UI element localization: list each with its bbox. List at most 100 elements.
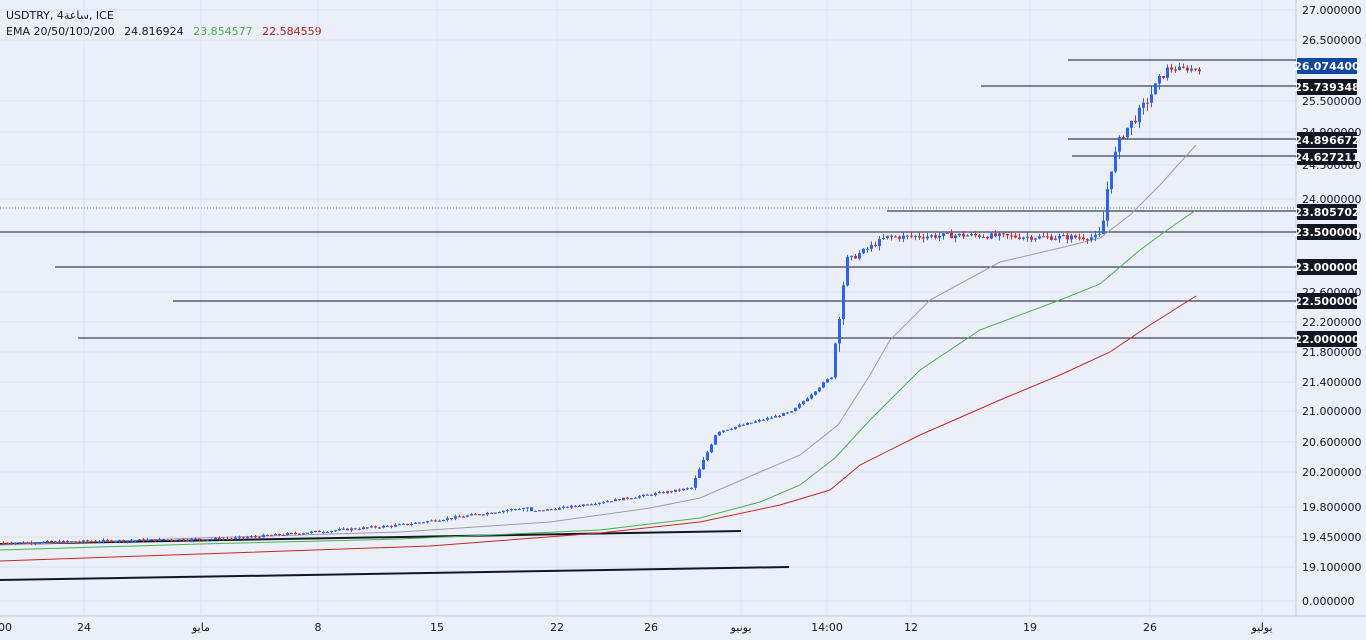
candle-body xyxy=(874,244,877,247)
candle-body xyxy=(930,235,933,237)
candle-body xyxy=(150,539,153,541)
candle-body xyxy=(346,528,349,531)
y-tick-label: 22.200000 xyxy=(1302,316,1362,329)
candle-body xyxy=(538,510,541,512)
candle-body xyxy=(34,543,37,545)
candle-body xyxy=(966,235,969,237)
candle-body xyxy=(942,233,945,236)
candle-body xyxy=(998,233,1001,237)
candle-body xyxy=(610,501,613,503)
candle-body xyxy=(506,510,509,512)
candle-body xyxy=(1022,237,1025,239)
candle-body xyxy=(586,504,589,506)
candle-body xyxy=(282,534,285,536)
candle-body xyxy=(886,235,889,239)
candle-body xyxy=(810,394,813,399)
candle-body xyxy=(894,236,897,238)
candle-body xyxy=(234,537,237,539)
candle-body xyxy=(502,510,505,513)
candle-body xyxy=(514,509,517,511)
candle-body xyxy=(534,510,537,512)
candle-body xyxy=(798,404,801,408)
candle-body xyxy=(854,255,857,259)
candle-body xyxy=(1086,239,1089,241)
candle-body xyxy=(1126,127,1129,138)
candle-body xyxy=(130,540,133,542)
y-tick-label: 24.000000 xyxy=(1302,193,1362,206)
candle-body xyxy=(1038,236,1041,239)
candle-body xyxy=(26,542,29,544)
ema-50-line xyxy=(0,209,1197,551)
candle-body xyxy=(634,497,637,499)
candle-body xyxy=(426,521,429,523)
candle-body xyxy=(630,498,633,500)
candle-body xyxy=(394,524,397,527)
candle-body xyxy=(1058,235,1061,239)
candle-body xyxy=(858,253,861,259)
candle-body xyxy=(614,499,617,502)
candle-body xyxy=(662,492,665,494)
price-tag xyxy=(1297,132,1357,148)
price-tag xyxy=(1297,331,1357,347)
candle-body xyxy=(1154,83,1157,95)
candle-body xyxy=(718,431,721,436)
x-tick-label: 00 xyxy=(0,621,12,634)
candle-body xyxy=(214,537,217,540)
candle-body xyxy=(546,509,549,511)
candle-body xyxy=(402,523,405,525)
candle-body xyxy=(18,542,21,544)
candle-body xyxy=(434,520,437,522)
candle-body xyxy=(406,523,409,525)
candle-body xyxy=(374,526,377,528)
candle-body xyxy=(862,248,865,254)
candle-body xyxy=(350,528,353,531)
candle-body xyxy=(82,540,85,542)
candle-body xyxy=(626,497,629,499)
candle-body xyxy=(190,538,193,541)
y-tick-label: 0.000000 xyxy=(1302,595,1355,608)
candle-body xyxy=(182,539,185,541)
candle-body xyxy=(518,508,521,510)
candle-body xyxy=(6,543,9,545)
candle-body xyxy=(914,236,917,238)
candle-body xyxy=(1138,107,1141,123)
candle-body xyxy=(498,512,501,514)
candle-body xyxy=(462,516,465,518)
candle-body xyxy=(1066,235,1069,240)
y-tick-label: 19.100000 xyxy=(1302,561,1362,574)
candle-body xyxy=(1046,236,1049,238)
candle-body xyxy=(1050,236,1053,240)
candle-body xyxy=(1082,237,1085,240)
candle-body xyxy=(1070,235,1073,240)
candle-body xyxy=(1078,237,1081,239)
x-tick-label: يونيو xyxy=(730,621,752,634)
candle-body xyxy=(1018,237,1021,239)
candle-body xyxy=(738,425,741,427)
price-tag xyxy=(1297,149,1357,165)
candle-body xyxy=(114,541,117,543)
indicator-label[interactable]: EMA 20/50/100/200 xyxy=(6,25,115,38)
candle-body xyxy=(154,539,157,541)
candle-body xyxy=(62,540,65,543)
candle-body xyxy=(582,504,585,506)
candle-body xyxy=(794,407,797,412)
candle-body xyxy=(766,417,769,420)
candle-body xyxy=(834,343,837,378)
candle-body xyxy=(142,539,145,541)
candle-body xyxy=(734,426,737,429)
symbol-line[interactable]: USDTRY, 4ساعة, ICE xyxy=(6,9,114,22)
candle-body xyxy=(1130,120,1133,128)
candle-body xyxy=(302,533,305,535)
candle-body xyxy=(1146,102,1149,104)
candle-body xyxy=(898,236,901,239)
candle-body xyxy=(94,541,97,543)
candle-body xyxy=(866,248,869,250)
candle-body xyxy=(790,411,793,413)
candle-body xyxy=(522,507,525,509)
candle-body xyxy=(670,491,673,493)
candle-body xyxy=(762,419,765,421)
candle-body xyxy=(1106,189,1109,221)
candle-body xyxy=(2,543,5,544)
